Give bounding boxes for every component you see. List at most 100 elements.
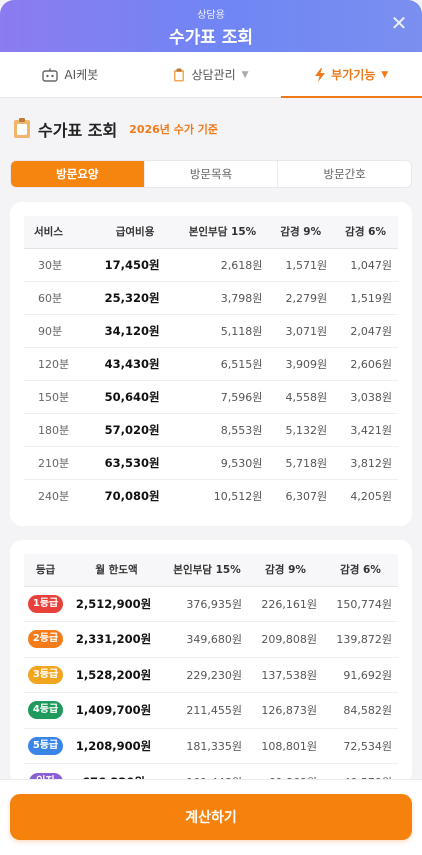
- table-cell: 4,205원: [350, 489, 392, 503]
- table-cell: 150,774원: [322, 586, 398, 622]
- chevron-down-icon: ▼: [241, 69, 249, 80]
- column-header: 감경 6%: [322, 554, 398, 587]
- header-subtitle: 상담용: [197, 10, 225, 21]
- table-cell: 1등급: [24, 586, 68, 622]
- table-cell: 6,515원: [176, 347, 269, 381]
- table-cell: 70,080원: [104, 488, 160, 503]
- tab-extra-features-label: 부가기능: [331, 68, 376, 82]
- clipboard-icon: [174, 68, 185, 81]
- table-cell: 1,409,700원: [67, 692, 166, 729]
- table-cell: 2,618원: [176, 248, 269, 282]
- table-cell: 209,808원: [248, 621, 323, 658]
- table-cell: 7,596원: [176, 380, 269, 414]
- table-cell: 5,718원: [268, 446, 334, 480]
- grade-limit-table: 등급 월 한도액 본인부담 15% 감경 9% 감경 6% 1등급 2,512,9…: [24, 554, 398, 784]
- tab-home-bath[interactable]: 방문목욕: [145, 161, 279, 187]
- table-row: 180분 57,020원 8,553원 5,132원 3,421원: [24, 413, 398, 447]
- table-cell: 2,279원: [268, 281, 334, 315]
- table-cell: 1,519원: [333, 281, 398, 315]
- grade-badge: 5등급: [27, 736, 64, 755]
- table-cell: 50,640원: [93, 380, 177, 414]
- table-cell: 3등급: [24, 657, 68, 693]
- table-cell: 8,553원: [176, 413, 269, 447]
- table-cell: 181,335원: [165, 728, 249, 764]
- chevron-down-icon: ▼: [381, 69, 389, 80]
- service-type-tabs: 방문요양 방문목욕 방문간호: [10, 160, 412, 188]
- section-header: 수가표 조회 2026년 수가 기준: [10, 98, 412, 160]
- table-cell: 3,909원: [268, 347, 334, 381]
- table-cell: 2등급: [24, 621, 68, 658]
- page-title: 수가표 조회: [38, 121, 118, 140]
- table-cell: 6,307원: [285, 489, 328, 503]
- column-header: 본인부담 15%: [176, 216, 269, 249]
- table-cell: 84,582원: [322, 692, 398, 729]
- table-cell: 34,120원: [93, 314, 177, 348]
- service-table-body: 30분 17,450원 2,618원 1,571원 1,047원 60분 25,320원 3,…: [24, 248, 398, 512]
- table-cell: 5,132원: [268, 413, 334, 447]
- table-cell: 3,812원: [333, 446, 398, 480]
- table-cell: 1,528,200원: [67, 657, 166, 693]
- table-cell: 57,020원: [93, 413, 177, 447]
- table-cell: 10,512원: [213, 489, 263, 503]
- column-header: 감경 6%: [333, 216, 398, 249]
- column-header: 월 한도액: [67, 554, 166, 587]
- table-cell: 2,331,200원: [67, 621, 166, 658]
- table-header-row: 등급 월 한도액 본인부담 15% 감경 9% 감경 6%: [24, 554, 398, 587]
- calculate-button[interactable]: 계산하기: [10, 794, 412, 840]
- table-cell: 60분: [24, 281, 94, 315]
- app-header: 상담용 수가표 조회 ✕: [0, 0, 422, 52]
- header-title: 수가표 조회: [168, 28, 254, 48]
- grade-badge: 3등급: [27, 665, 64, 684]
- table-row: 2등급 2,331,200원 349,680원 209,808원 139,872원: [24, 621, 398, 658]
- grade-table-body: 1등급 2,512,900원 376,935원 226,161원 150,774원 2등급…: [24, 586, 398, 784]
- table-cell: 72,534원: [322, 728, 398, 764]
- tab-consult-manage-label: 상담관리: [191, 68, 236, 82]
- table-row: 4등급 1,409,700원 211,455원 126,873원 84,582원: [24, 692, 398, 729]
- table-cell: 210분: [24, 446, 94, 480]
- table-cell: 120분: [24, 347, 94, 381]
- tab-consult-manage[interactable]: 상담관리 ▼: [141, 52, 282, 97]
- table-cell: 5,118원: [176, 314, 269, 348]
- table-cell: 4,558원: [268, 380, 334, 414]
- robot-icon: [42, 68, 59, 82]
- grade-badge: 4등급: [27, 701, 64, 720]
- table-cell: 43,430원: [93, 347, 177, 381]
- tab-home-nursing[interactable]: 방문간호: [323, 167, 366, 181]
- table-cell: 1,208,900원: [67, 728, 166, 764]
- column-header: 본인부담 15%: [165, 554, 249, 587]
- table-cell: 3,798원: [176, 281, 269, 315]
- table-cell: 30분: [24, 248, 94, 282]
- table-cell: 2,606원: [333, 347, 398, 381]
- column-header: 서비스: [24, 216, 94, 249]
- table-cell: 139,872원: [322, 621, 398, 658]
- close-icon[interactable]: ✕: [390, 11, 408, 35]
- table-cell: 226,161원: [248, 586, 323, 622]
- table-cell: 376,935원: [165, 586, 249, 622]
- tab-ai-kebot[interactable]: AI케봇: [0, 52, 141, 97]
- table-cell: 349,680원: [165, 621, 249, 658]
- clipboard-icon: [14, 118, 30, 138]
- grade-limit-card: 등급 월 한도액 본인부담 15% 감경 9% 감경 6% 1등급 2,512,9…: [10, 540, 412, 784]
- table-cell: 3,038원: [333, 380, 398, 414]
- table-cell: 180분: [24, 413, 94, 447]
- tab-home-care[interactable]: 방문요양: [11, 161, 145, 187]
- table-cell: 1,047원: [333, 248, 398, 282]
- table-row: 120분 43,430원 6,515원 3,909원 2,606원: [24, 347, 398, 381]
- table-cell: 1,571원: [268, 248, 334, 282]
- table-row: 5등급 1,208,900원 181,335원 108,801원 72,534원: [24, 728, 398, 764]
- table-row: 1등급 2,512,900원 376,935원 226,161원 150,774원: [24, 586, 398, 622]
- table-cell: 91,692원: [322, 657, 398, 693]
- table-row: 90분 34,120원 5,118원 3,071원 2,047원: [24, 314, 398, 348]
- service-fee-table: 서비스 급여비용 본인부담 15% 감경 9% 감경 6% 30분 17,450원…: [24, 216, 398, 512]
- table-cell: 63,530원: [93, 446, 177, 480]
- table-cell: 211,455원: [165, 692, 249, 729]
- table-row: 210분 63,530원 9,530원 5,718원 3,812원: [24, 446, 398, 480]
- table-row: 240분 70,080원 10,512원 6,307원 4,205원: [24, 479, 398, 512]
- table-cell: 25,320원: [93, 281, 177, 315]
- table-cell: 108,801원: [248, 728, 323, 764]
- column-header: 급여비용: [93, 216, 177, 249]
- tab-extra-features[interactable]: 부가기능 ▼: [281, 52, 422, 98]
- column-header: 감경 9%: [268, 216, 334, 249]
- column-header: 등급: [24, 554, 68, 587]
- table-cell: 3,071원: [268, 314, 334, 348]
